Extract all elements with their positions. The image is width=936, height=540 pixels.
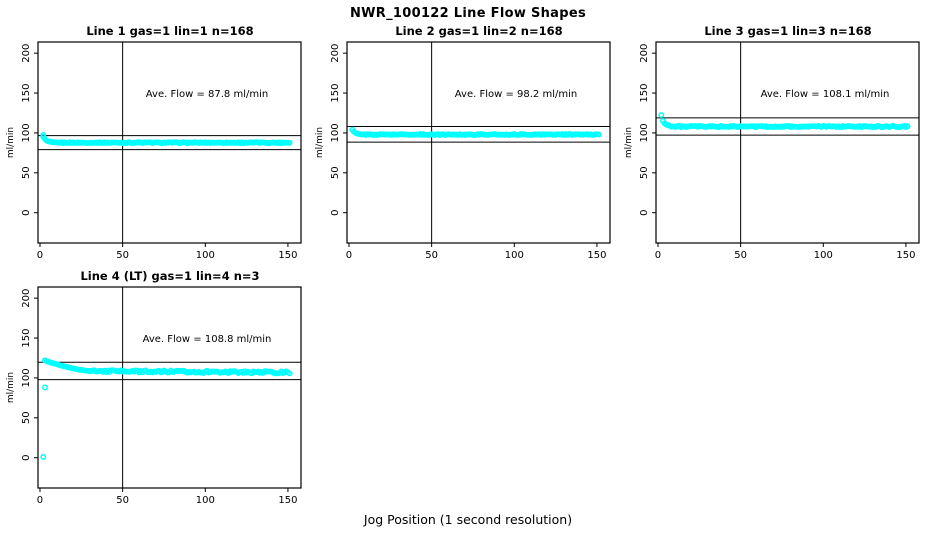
plot-canvas-line-4: 0 50 100 150 0 50 100 150 200 ml/min Ave. Flow = 1… (6, 286, 302, 506)
y-axis-tick-label: 0 (330, 210, 341, 216)
x-axis-tick-label: 100 (814, 250, 833, 261)
y-axis-unit-label: ml/min (315, 127, 325, 158)
y-axis-tick-label: 150 (21, 84, 32, 103)
y-axis-unit-label: ml/min (624, 127, 634, 158)
y-axis-tick-label: 200 (639, 44, 650, 63)
y-axis-tick-label: 150 (21, 329, 32, 348)
data-point (40, 453, 47, 460)
data-point (904, 123, 911, 130)
y-axis-tick-label: 100 (639, 123, 650, 142)
y-axis-tick-label: 0 (21, 455, 32, 461)
x-axis-label: Jog Position (1 second resolution) (363, 512, 573, 527)
y-axis-tick-label: 200 (21, 44, 32, 63)
axis-box (37, 41, 302, 244)
x-axis-tick-label: 50 (116, 495, 129, 506)
x-axis-tick-label: 50 (425, 250, 438, 261)
x-axis-tick-label: 0 (655, 250, 661, 261)
plot-canvas-line-3: 0 50 100 150 0 50 100 150 200 ml/min Ave. Flow = 1… (624, 41, 920, 261)
y-axis-tick-label: 0 (21, 210, 32, 216)
x-axis-tick-label: 50 (116, 250, 129, 261)
y-axis-tick-label: 50 (21, 411, 32, 424)
y-axis-unit-label: ml/min (6, 372, 16, 403)
average-flow-annotation: Ave. Flow = 98.2 ml/min (455, 89, 577, 100)
x-axis-tick-label: 150 (278, 495, 297, 506)
y-axis-tick-label: 150 (639, 84, 650, 103)
x-axis-tick-label: 150 (278, 250, 297, 261)
x-axis-tick-label: 150 (896, 250, 915, 261)
x-axis-tick-label: 0 (37, 250, 43, 261)
plot-canvas-line-2: 0 50 100 150 0 50 100 150 200 ml/min Ave. Flow = 9… (315, 41, 611, 261)
x-axis-tick-label: 150 (587, 250, 606, 261)
y-axis-tick-label: 50 (639, 166, 650, 179)
panel-title-line-2: Line 2 gas=1 lin=2 n=168 (395, 24, 563, 38)
data-point (41, 384, 48, 391)
axis-box (37, 286, 302, 489)
y-axis-tick-label: 100 (330, 123, 341, 142)
y-axis-tick-label: 50 (330, 166, 341, 179)
axis-box (655, 41, 920, 244)
x-axis-tick-label: 0 (37, 495, 43, 506)
y-axis-tick-label: 100 (21, 123, 32, 142)
panel-title-line-4: Line 4 (LT) gas=1 lin=4 n=3 (80, 269, 260, 283)
data-point (286, 139, 293, 146)
plot-canvas-line-1: 0 50 100 150 0 50 100 150 200 ml/min Ave. Flow = 8… (6, 41, 302, 261)
y-axis-tick-label: 50 (21, 166, 32, 179)
x-axis-tick-label: 100 (505, 250, 524, 261)
average-flow-annotation: Ave. Flow = 108.8 ml/min (143, 334, 272, 345)
data-point (286, 370, 293, 377)
y-axis-tick-label: 200 (330, 44, 341, 63)
average-flow-annotation: Ave. Flow = 108.1 ml/min (761, 89, 890, 100)
x-axis-tick-label: 50 (734, 250, 747, 261)
y-axis-tick-label: 0 (639, 210, 650, 216)
x-axis-tick-label: 100 (196, 250, 215, 261)
panel-title-line-3: Line 3 gas=1 lin=3 n=168 (704, 24, 872, 38)
y-axis-unit-label: ml/min (6, 127, 16, 158)
axis-box (346, 41, 611, 244)
y-axis-tick-label: 100 (21, 368, 32, 387)
y-axis-tick-label: 200 (21, 289, 32, 308)
data-point (595, 131, 602, 138)
average-flow-annotation: Ave. Flow = 87.8 ml/min (146, 89, 268, 100)
data-point (658, 112, 665, 118)
y-axis-tick-label: 150 (330, 84, 341, 103)
x-axis-tick-label: 0 (346, 250, 352, 261)
figure-title: NWR_100122 Line Flow Shapes (349, 6, 587, 21)
x-axis-tick-label: 100 (196, 495, 215, 506)
panel-title-line-1: Line 1 gas=1 lin=1 n=168 (86, 24, 254, 38)
